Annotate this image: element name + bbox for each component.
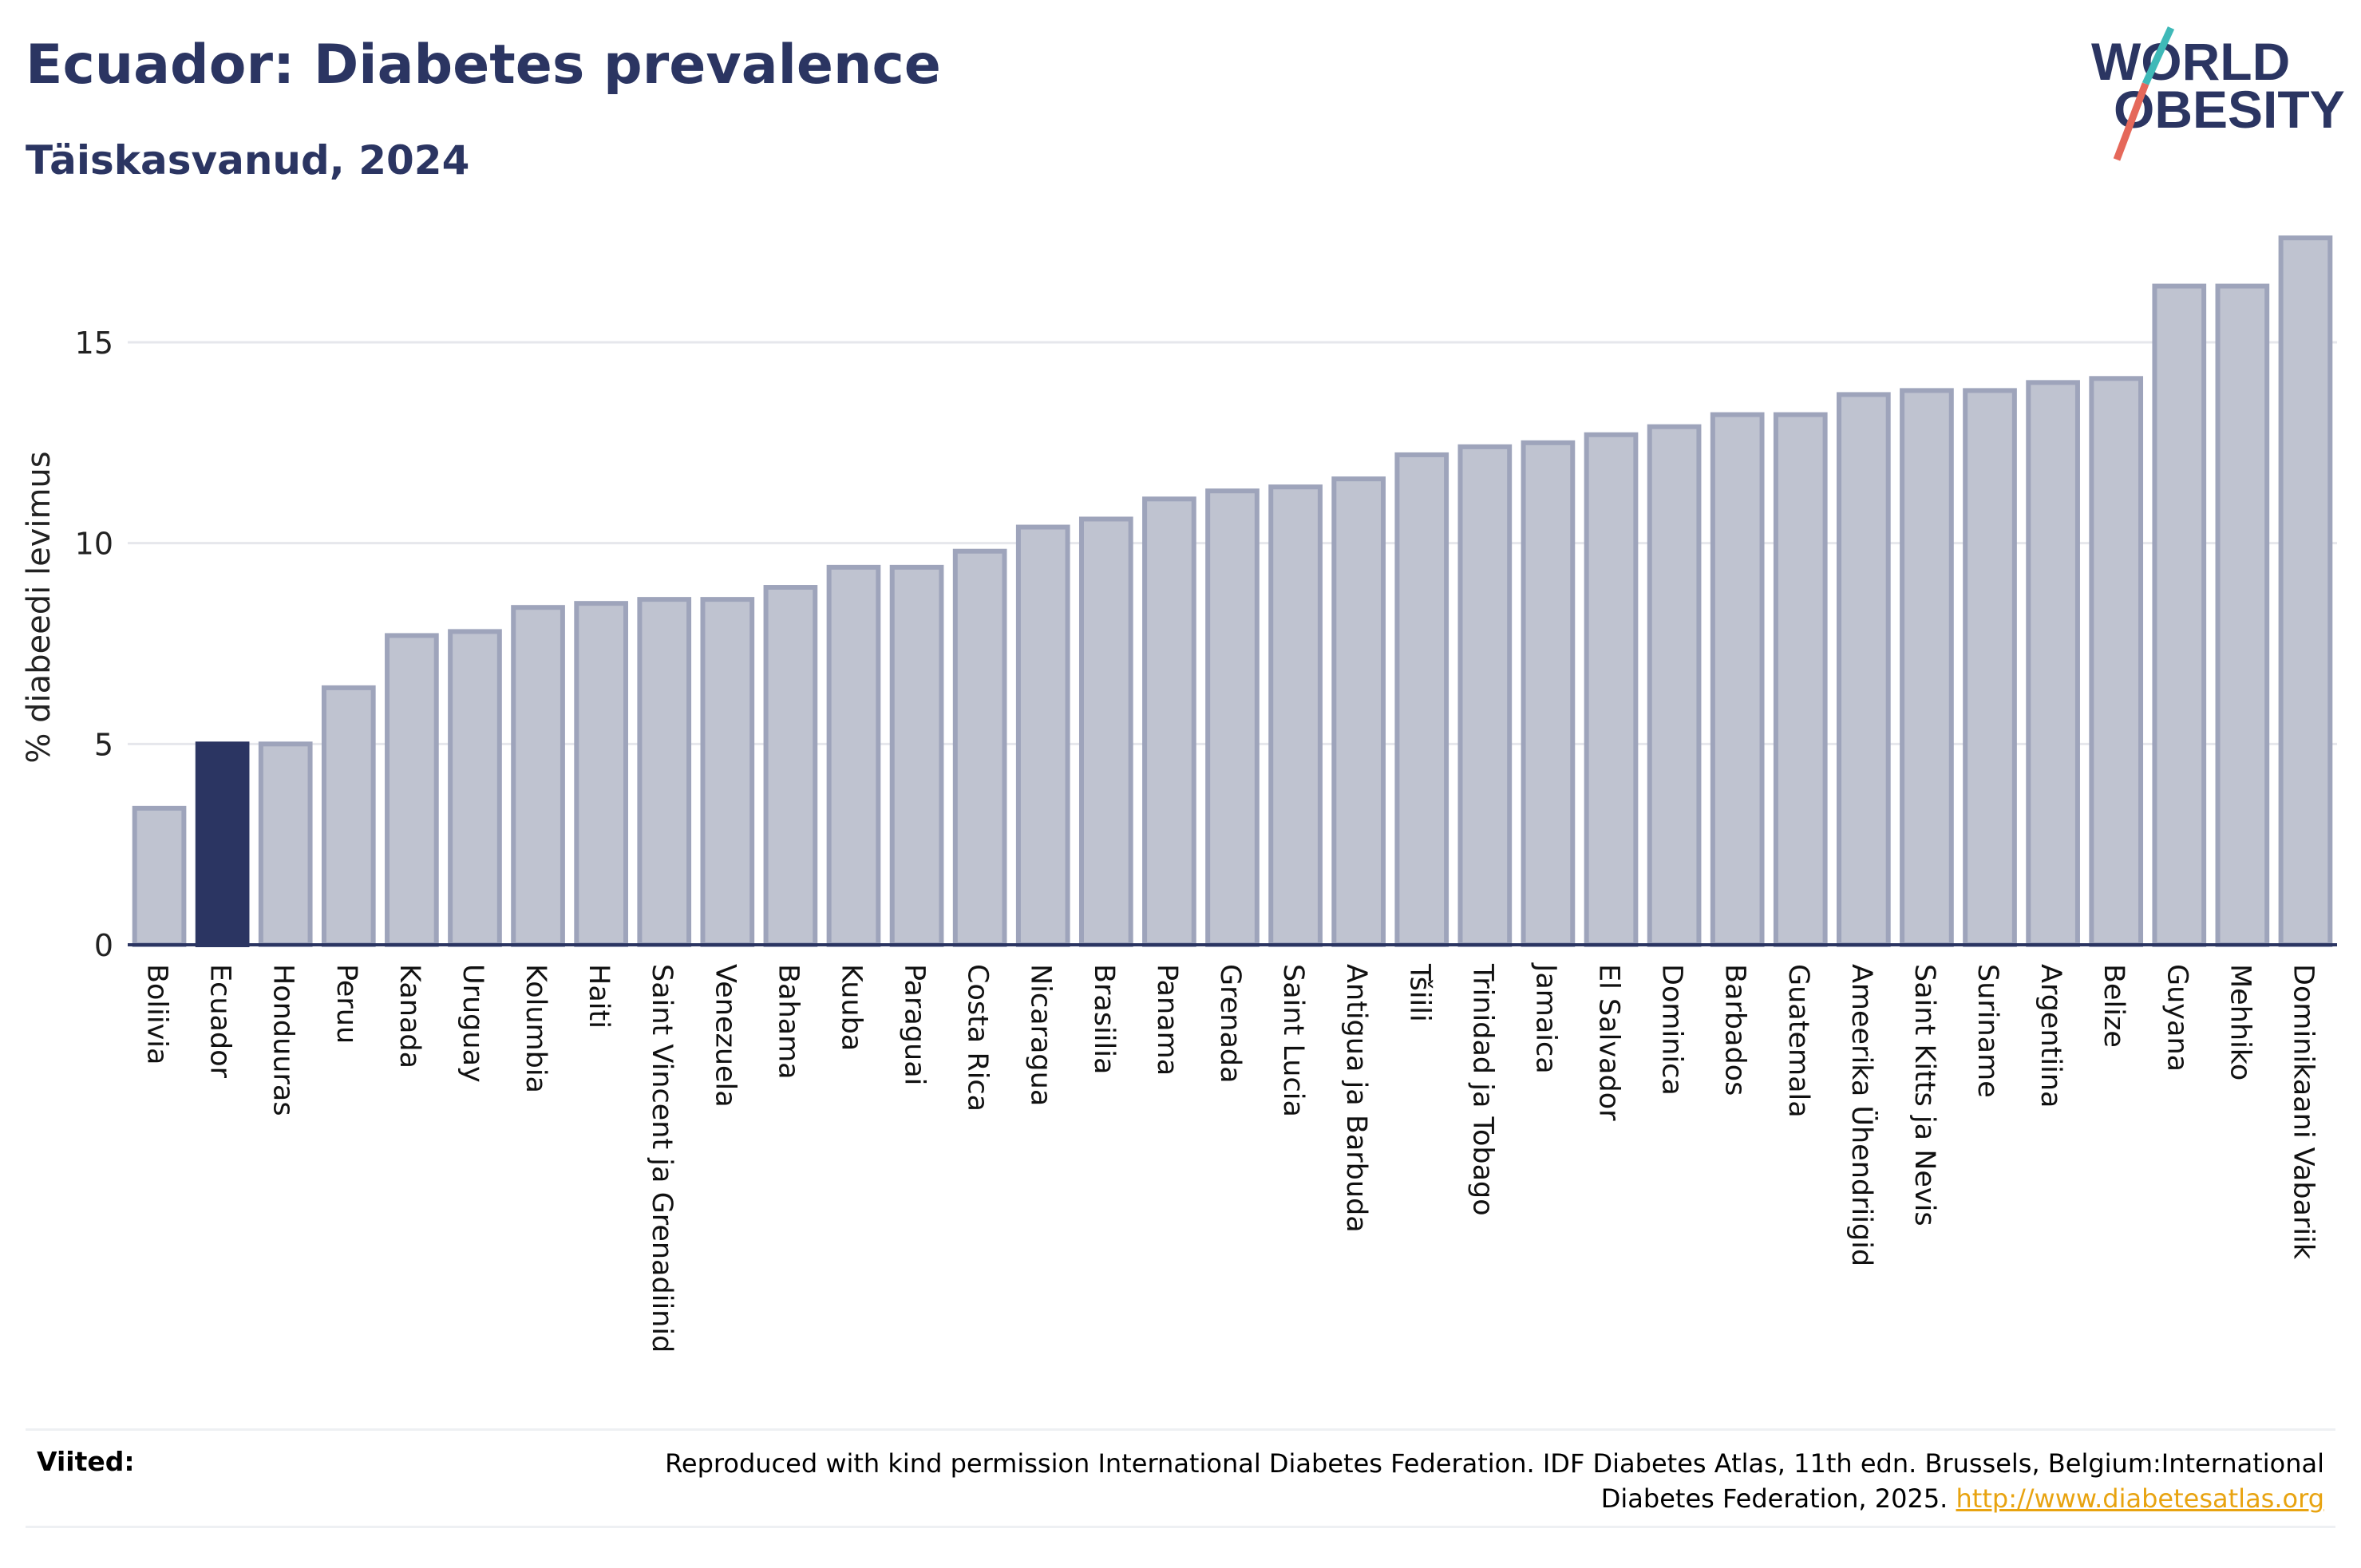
x-tick-label: Jamaica (1529, 962, 1561, 1074)
bar (1521, 440, 1576, 947)
logo-slash-bottom (2113, 82, 2149, 161)
x-tick-label: Dominikaani Vabariik (2287, 964, 2319, 1260)
bar (826, 564, 881, 947)
y-tick-label: 5 (94, 727, 113, 762)
footer-source-text: Reproduced with kind permission Internat… (665, 1448, 2324, 1514)
x-tick-label: Haiti (583, 964, 615, 1029)
bar (2026, 380, 2080, 948)
bar (2152, 283, 2207, 947)
bar (1710, 412, 1765, 947)
x-tick-label: Ecuador (204, 964, 236, 1079)
x-tick-label: Saint Lucia (1277, 964, 1309, 1117)
y-tick-label: 15 (75, 326, 113, 361)
x-tick-label: Mehhiko (2224, 964, 2256, 1080)
chart-subtitle: Täiskasvanud, 2024 (26, 137, 470, 184)
bar (1963, 388, 2017, 947)
bar (700, 597, 755, 948)
bar (385, 633, 439, 948)
footer-source: Reproduced with kind permission Internat… (568, 1446, 2324, 1516)
bar (1331, 476, 1386, 947)
bar (1394, 452, 1449, 947)
bar (889, 564, 944, 947)
logo-line2: OBESITY (2114, 80, 2345, 139)
x-tick-label: Honduuras (267, 964, 299, 1116)
bar (763, 585, 818, 947)
bar (574, 601, 628, 948)
x-tick-label: Trinidad ja Tobago (1466, 963, 1498, 1216)
footer-divider-bottom (26, 1526, 2335, 1528)
y-tick-label: 0 (94, 928, 113, 963)
x-tick-label: Nicaragua (1025, 964, 1057, 1106)
x-tick-label: Venezuela (709, 964, 741, 1108)
bar-chart: 0 5 10 15 Boliivia Ecuador Honduuras Peruu Kanad… (21, 235, 2337, 1353)
bar (2278, 235, 2333, 947)
bar (1457, 444, 1513, 947)
x-tick-label: Dominica (1656, 964, 1688, 1096)
x-tick-label: Boliivia (141, 964, 173, 1064)
bar (511, 605, 565, 947)
y-axis-title: % diabeedi levimus (21, 451, 57, 763)
x-tick-label: Antigua ja Barbuda (1340, 964, 1372, 1233)
bar (132, 805, 187, 947)
bar (2215, 283, 2270, 947)
bar-layer (132, 235, 2333, 948)
x-tick-label: Brasiilia (1088, 964, 1120, 1074)
x-tick-label: Belize (2098, 964, 2130, 1048)
x-tick-label: Guatemala (1782, 964, 1814, 1118)
y-tick-label: 10 (75, 527, 113, 562)
x-tick-label: Suriname (1971, 964, 2003, 1098)
bar-highlight (195, 741, 250, 947)
x-tick-label: Costa Rica (962, 964, 994, 1112)
footer-divider-top (26, 1428, 2335, 1431)
x-tick-label: El Salvador (1593, 964, 1625, 1121)
bar (1837, 392, 1891, 947)
bar (448, 629, 502, 948)
x-tick-label: Tšiili (1403, 963, 1435, 1022)
logo-line1: WORLD (2091, 32, 2290, 91)
bar (952, 548, 1007, 947)
x-tick-label: Argentiina (2035, 964, 2066, 1108)
logo-slash-top (2142, 26, 2175, 85)
footer-source-link[interactable]: http://www.diabetesatlas.org (1956, 1483, 2324, 1514)
footer-label: Viited: (37, 1446, 135, 1477)
bar (1268, 484, 1323, 947)
x-tick-label: Guyana (2161, 964, 2193, 1072)
bar (1584, 432, 1639, 947)
bar (1015, 524, 1070, 947)
x-tick-label: Kuuba (835, 964, 867, 1051)
x-tick-label: Panama (1151, 964, 1183, 1076)
x-tick-label: Peruu (330, 964, 362, 1044)
x-tick-label: Barbados (1719, 964, 1751, 1096)
label-layer: 0 5 10 15 Boliivia Ecuador Honduuras Peruu Kanad… (21, 326, 2319, 1353)
bar (1142, 496, 1196, 947)
chart-title: Ecuador: Diabetes prevalence (26, 34, 941, 97)
bar (1900, 388, 1954, 947)
x-tick-label: Ameerika Ühendriigid (1845, 964, 1879, 1266)
x-tick-label: Saint Kitts ja Nevis (1908, 964, 1940, 1226)
x-tick-label: Kanada (394, 964, 425, 1068)
bar (1078, 516, 1133, 947)
bar (258, 741, 313, 947)
x-tick-label: Saint Vincent ja Grenadiinid (646, 964, 678, 1353)
bar (1647, 424, 1702, 947)
bar (1205, 488, 1260, 947)
world-obesity-logo[interactable]: WORLD OBESITY (2075, 24, 2347, 168)
x-tick-label: Bahama (772, 964, 804, 1080)
x-tick-label: Uruguay (457, 964, 488, 1083)
bar (637, 597, 692, 948)
x-tick-label: Kolumbia (520, 964, 552, 1093)
x-tick-label: Paraguai (899, 964, 931, 1085)
x-tick-label: Grenada (1214, 964, 1246, 1084)
bar (1773, 412, 1828, 947)
bar (2089, 376, 2144, 947)
bar (321, 685, 376, 947)
